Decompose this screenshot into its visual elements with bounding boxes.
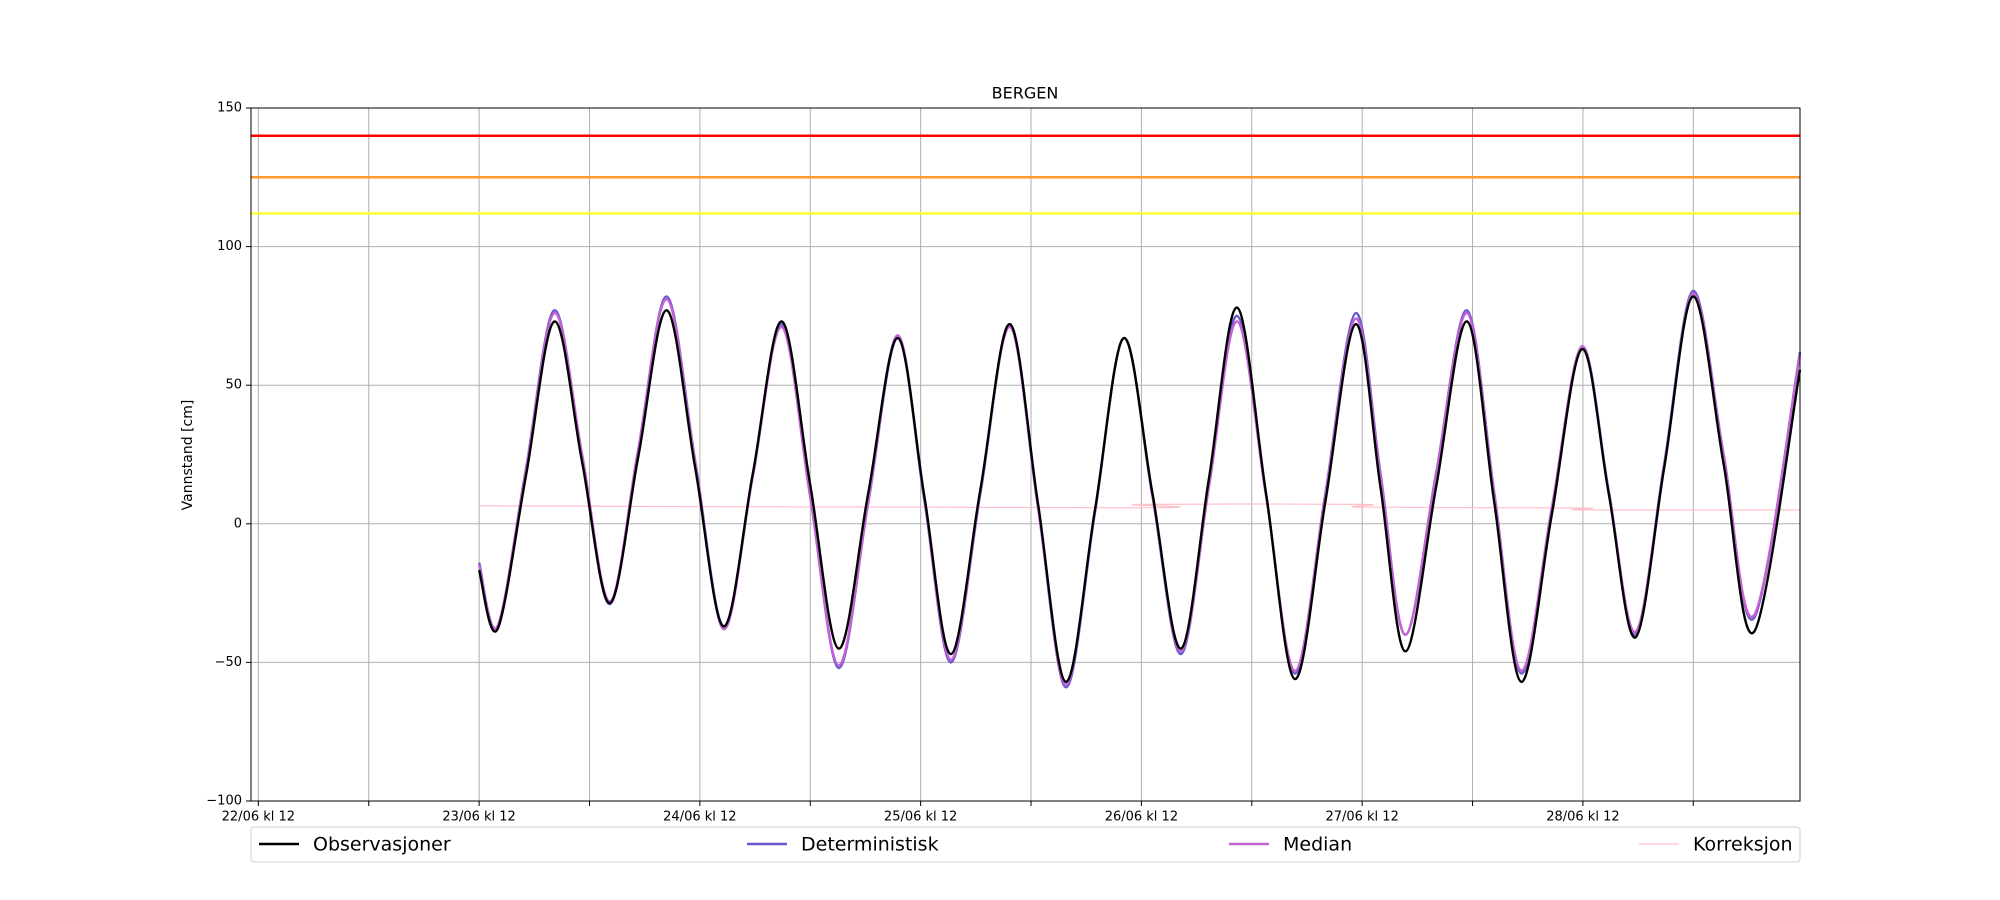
x-tick-label: 28/06 kl 12 [1546, 810, 1619, 825]
y-axis-label: Vannstand [cm] [180, 400, 196, 511]
y-tick-label: −50 [215, 655, 242, 670]
x-tick-label: 26/06 kl 12 [1105, 810, 1178, 825]
y-tick-label: 150 [217, 101, 242, 116]
legend-box [250, 826, 1801, 863]
plot-frame [250, 107, 1801, 802]
legend: Observasjoner Deterministisk Median Korreks… [250, 826, 1801, 863]
y-tick-label: 100 [217, 239, 242, 254]
legend-label: Observasjoner [313, 834, 451, 856]
legend-label: Deterministisk [801, 834, 939, 856]
y-tick-label: 50 [225, 378, 242, 393]
x-tick-label: 24/06 kl 12 [663, 810, 736, 825]
y-tick-label: −100 [206, 794, 242, 809]
x-tick-label: 25/06 kl 12 [884, 810, 957, 825]
legend-label: Median [1283, 834, 1352, 856]
x-tick-label: 23/06 kl 12 [442, 810, 515, 825]
x-tick-label: 22/06 kl 12 [222, 810, 295, 825]
x-tick-label: 27/06 kl 12 [1325, 810, 1398, 825]
y-tick-label: 0 [234, 516, 242, 531]
chart-title: BERGEN [992, 84, 1059, 103]
legend-label: Korreksjon [1693, 834, 1793, 856]
series-line [477, 295, 1802, 684]
series-line [479, 503, 1801, 511]
